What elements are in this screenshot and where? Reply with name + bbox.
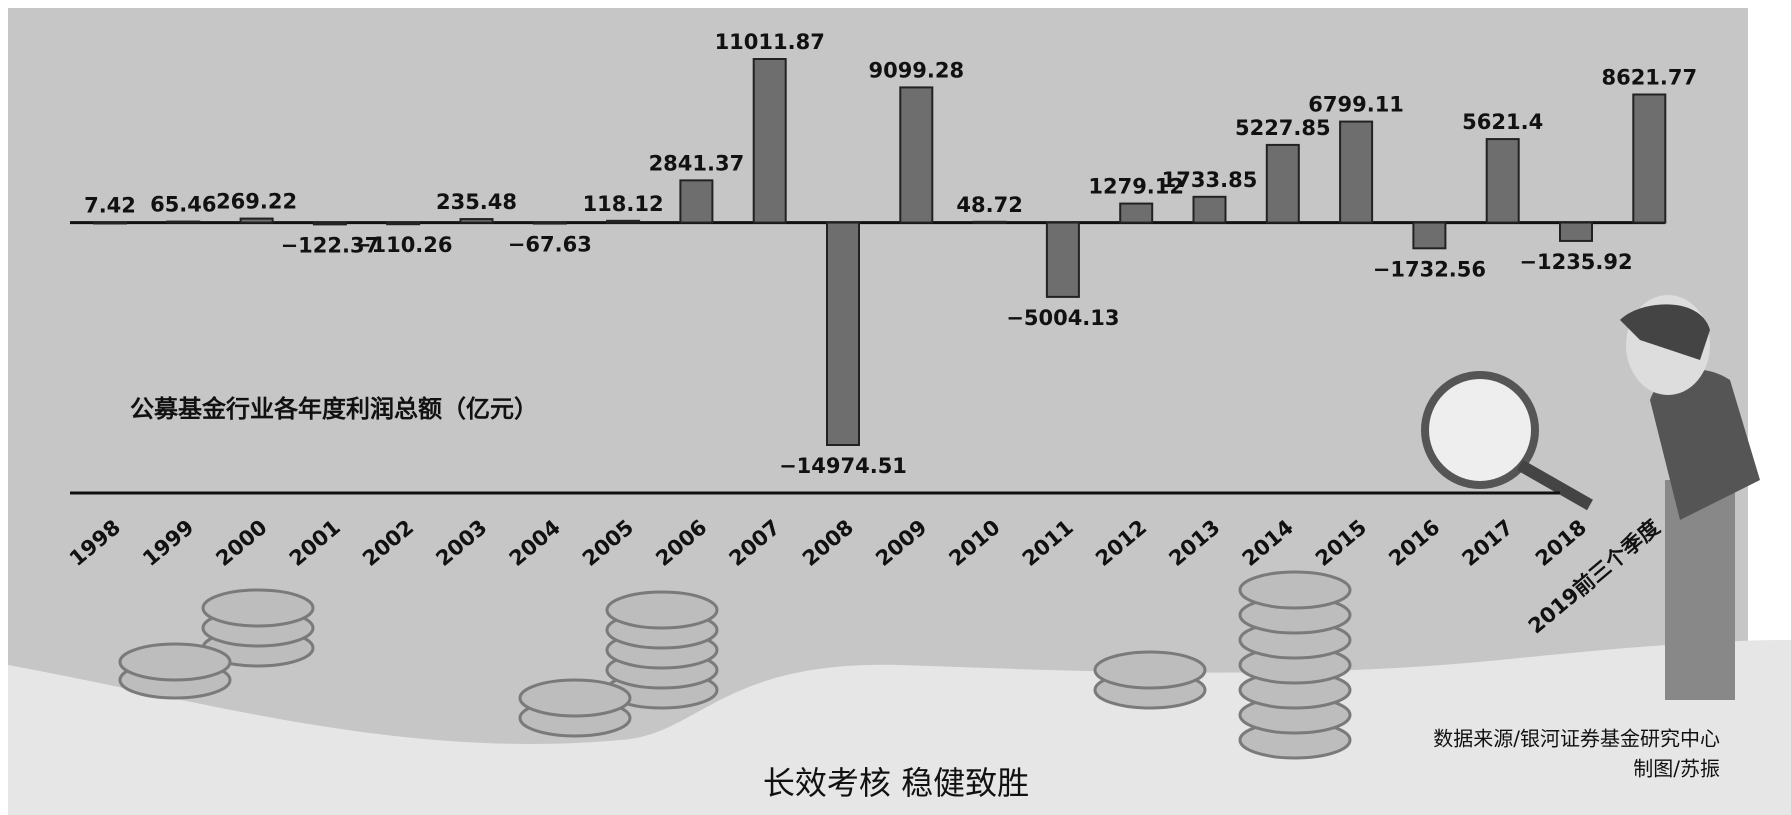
bar [1487,139,1519,222]
credit: 制图/苏振 [1633,757,1720,781]
coin [1095,652,1205,688]
value-label: 9099.28 [868,58,964,82]
value-label: 5621.4 [1462,110,1543,134]
coin [1240,572,1350,608]
bar [94,222,126,223]
value-label: −1732.56 [1373,257,1486,281]
value-label: −110.26 [354,233,453,257]
value-label: 269.22 [216,190,297,214]
value-label: 118.12 [583,192,664,216]
value-label: 235.48 [436,190,517,214]
bar [1560,223,1592,241]
value-label: 5227.85 [1235,116,1331,140]
coin [607,592,717,628]
bar [1267,145,1299,223]
value-label: −67.63 [508,233,592,257]
value-label: 6799.11 [1308,93,1404,117]
bar [607,221,639,223]
bar [827,223,859,445]
chart: 公募基金行业各年度利润总额（亿元） 长效考核 稳健致胜 数据来源/银河证券基金研… [0,0,1791,815]
coin [520,680,630,716]
value-label: 65.46 [150,193,216,217]
bar [314,223,346,225]
value-label: −14974.51 [779,454,907,478]
bar [1047,223,1079,297]
bar [974,222,1006,223]
bar [534,223,566,224]
bar [167,222,199,223]
bar [387,223,419,225]
bar [461,219,493,222]
value-label: 1733.85 [1162,168,1258,192]
value-label: −5004.13 [1006,306,1119,330]
bar [1340,122,1372,223]
caption: 长效考核 稳健致胜 [763,764,1029,802]
bar [900,87,932,222]
value-label: 48.72 [956,193,1022,217]
value-label: 7.42 [84,193,136,217]
value-label: 2841.37 [649,151,745,175]
chart-title: 公募基金行业各年度利润总额（亿元） [130,395,538,423]
coin [120,644,230,680]
bar [1413,223,1445,249]
bar [1633,95,1665,223]
bar [1194,197,1226,223]
bar [680,180,712,222]
source: 数据来源/银河证券基金研究中心 [1433,727,1720,751]
coin [203,590,313,626]
bar [1120,204,1152,223]
value-label: 8621.77 [1601,66,1697,90]
value-label: −1235.92 [1519,250,1632,274]
bar [241,219,273,223]
value-label: 11011.87 [715,30,825,54]
legs [1665,480,1735,700]
bar [754,59,786,223]
